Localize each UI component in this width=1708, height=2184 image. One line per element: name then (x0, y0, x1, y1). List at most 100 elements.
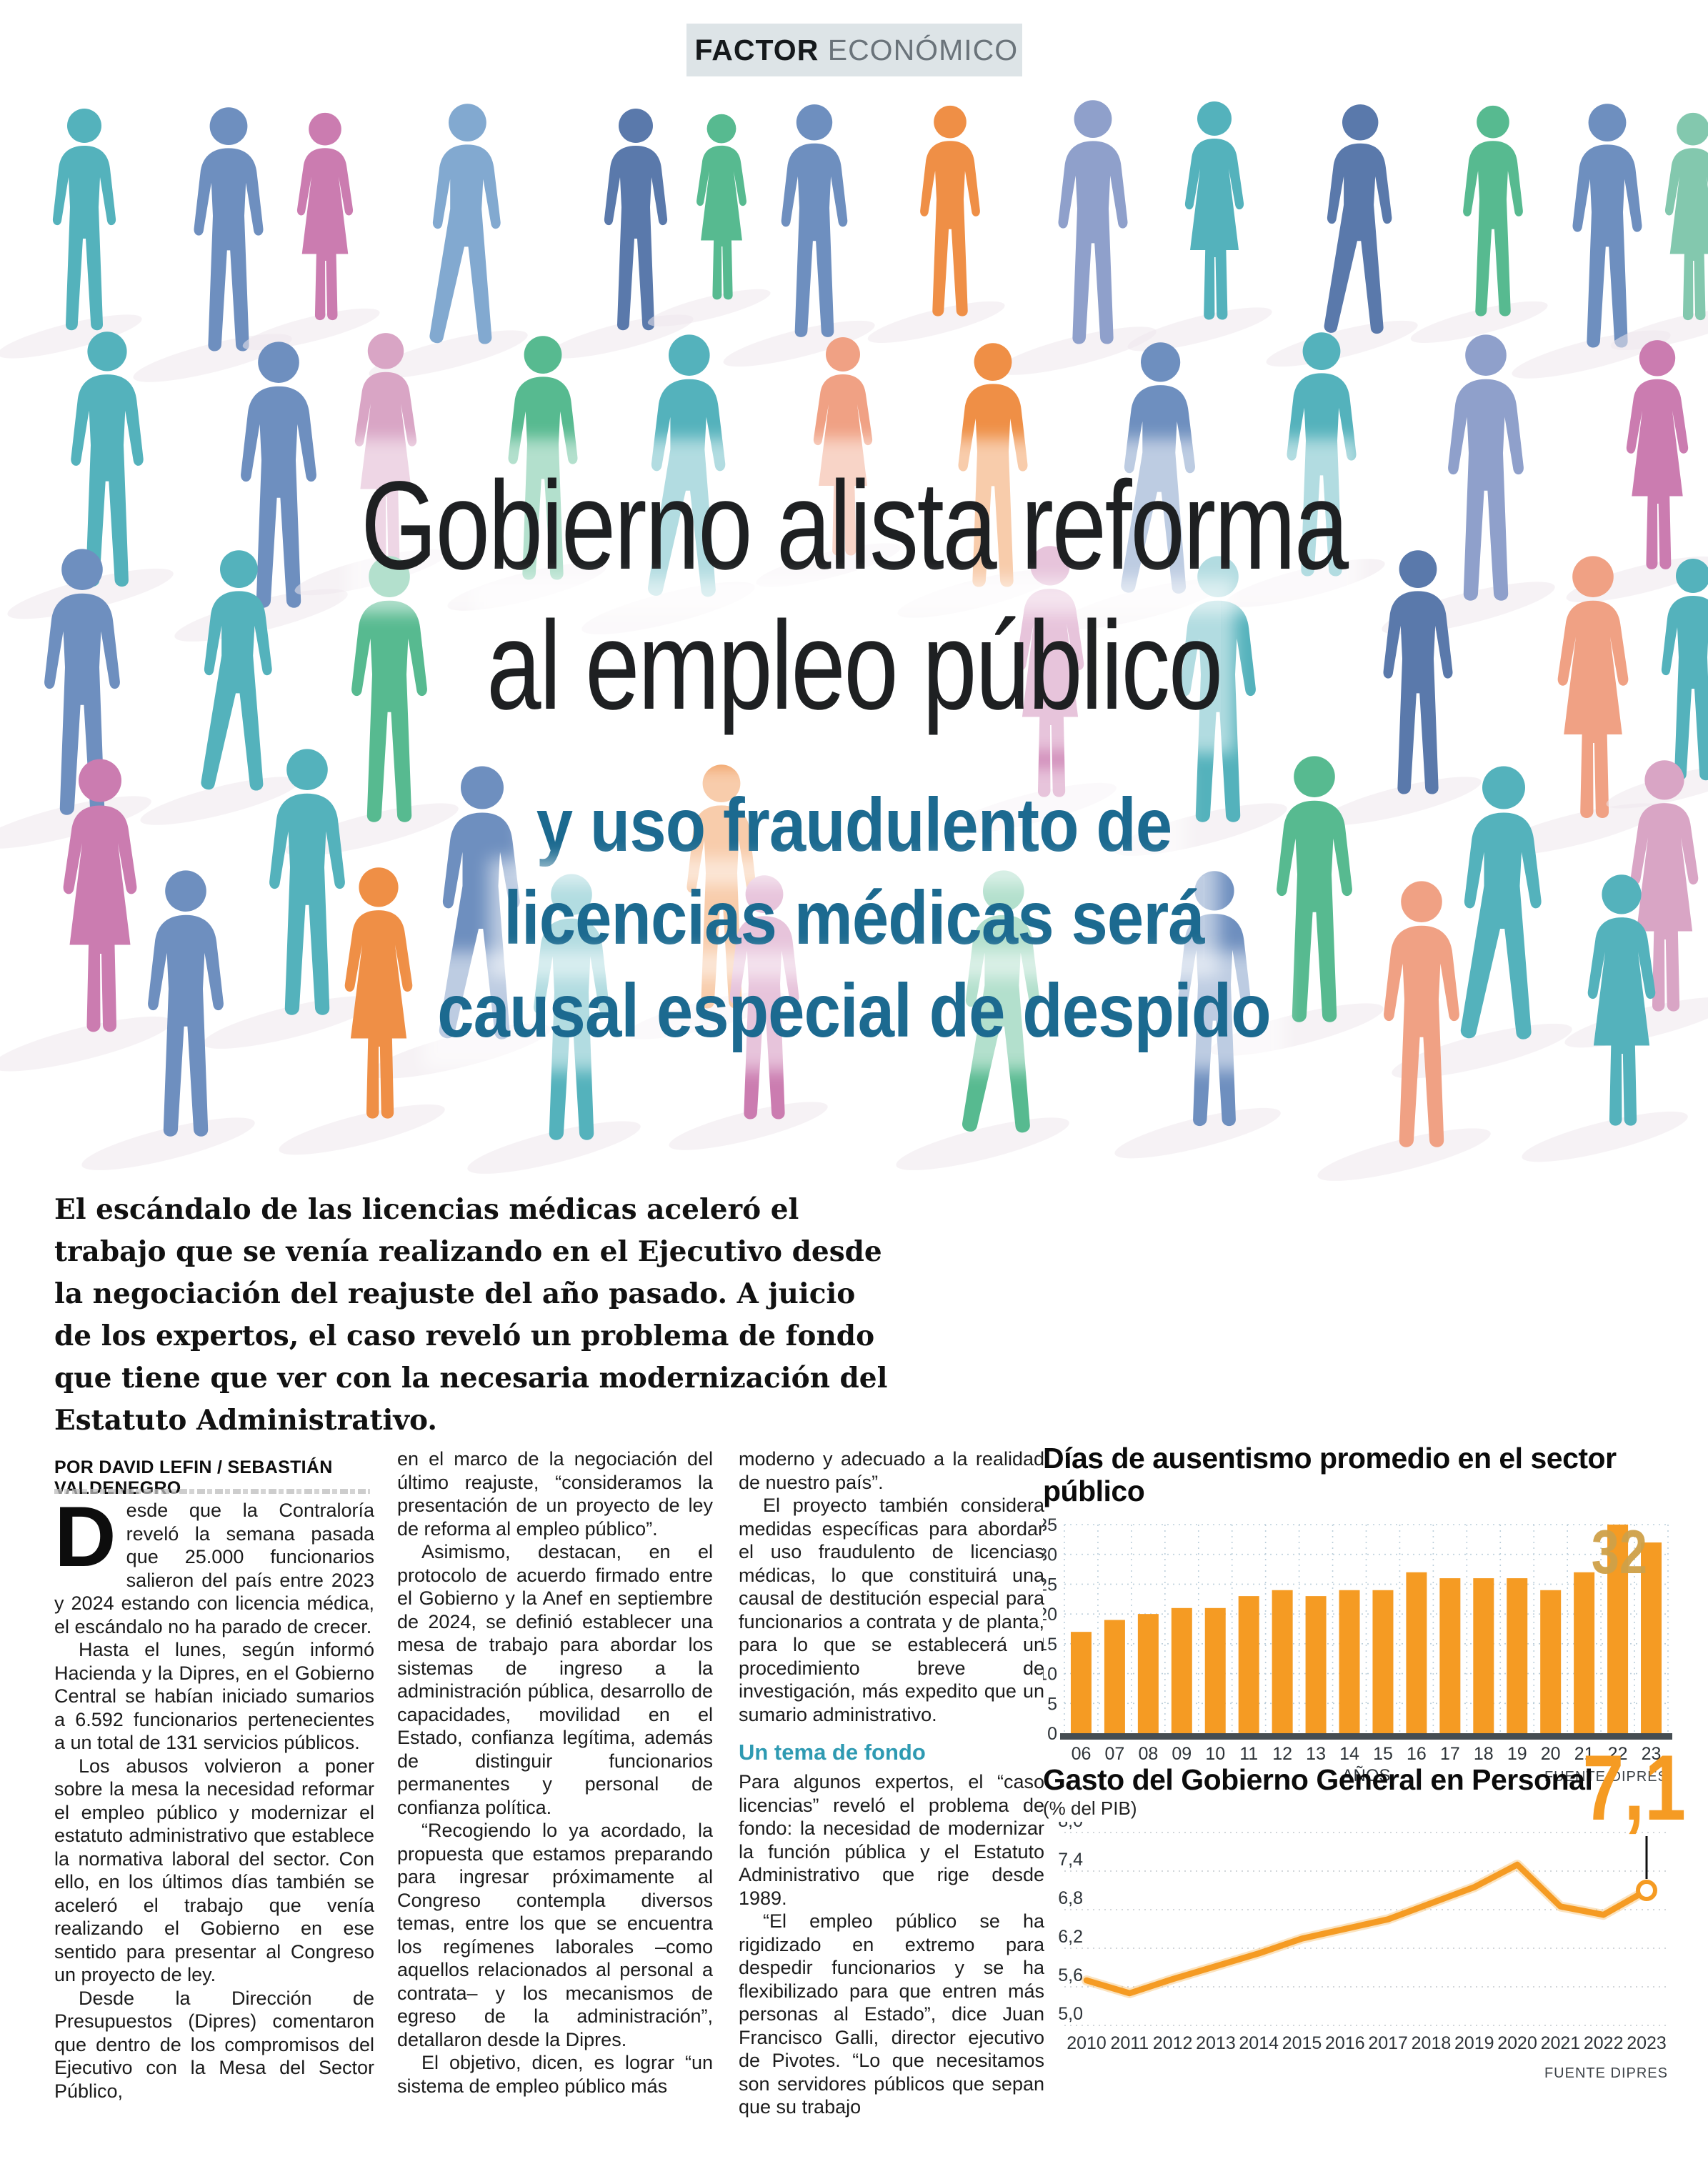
person-silhouette-icon (0, 759, 172, 1072)
headline-line-1: Gobierno alista reforma (188, 456, 1520, 596)
person-silhouette-icon (140, 550, 299, 825)
person-silhouette-icon (7, 331, 174, 619)
svg-text:2019: 2019 (1454, 2033, 1494, 2053)
svg-text:FUENTE DIPRES: FUENTE DIPRES (1544, 2065, 1668, 2081)
person-silhouette-icon (242, 112, 380, 351)
headline-line-2: al empleo público (188, 596, 1520, 736)
svg-text:2015: 2015 (1282, 2033, 1322, 2053)
person-silhouette-icon (549, 109, 694, 359)
paragraph: Hasta el lunes, según informó Hacienda y… (54, 1639, 374, 1753)
person-silhouette-icon (0, 109, 142, 359)
paragraph: El proyecto también considera medidas es… (739, 1495, 1044, 1725)
personnel-spending-line-chart: Gasto del Gobierno General en Personal (… (1043, 1763, 1686, 2108)
person-silhouette-icon (896, 870, 1069, 1170)
svg-text:18: 18 (1474, 1744, 1494, 1764)
svg-text:2010: 2010 (1067, 2033, 1107, 2053)
svg-text:20: 20 (1043, 1605, 1057, 1625)
paragraph-text: esde que la Contraloría reveló la semana… (54, 1500, 374, 1637)
svg-text:2014: 2014 (1239, 2033, 1279, 2053)
person-silhouette-icon (369, 104, 528, 379)
svg-text:2017: 2017 (1368, 2033, 1408, 2053)
svg-text:2023: 2023 (1627, 2033, 1667, 2053)
person-silhouette-icon (1610, 112, 1708, 351)
svg-text:0: 0 (1047, 1724, 1057, 1744)
svg-text:13: 13 (1306, 1744, 1326, 1764)
svg-text:2021: 2021 (1541, 2033, 1581, 2053)
svg-text:2022: 2022 (1584, 2033, 1624, 2053)
svg-text:10: 10 (1043, 1665, 1057, 1685)
subheadline-text-1: y uso fraudulento de (536, 783, 1172, 867)
line-chart-subtitle: (% del PIB) (1043, 1797, 1137, 1819)
crowd-illustration (0, 100, 1708, 1181)
bar-chart-plot: 0 5 10 15 20 25 30 35 06 07 08 09 10 11 12 13 14 15 16 17 18… (1043, 1515, 1672, 1785)
person-silhouette-icon (1114, 871, 1281, 1159)
svg-text:23: 23 (1642, 1744, 1662, 1764)
paragraph: Asimismo, destacan, en el protocolo de a… (397, 1541, 713, 1818)
svg-text:32: 32 (1592, 1517, 1647, 1586)
person-silhouette-icon (279, 867, 445, 1155)
svg-text:5: 5 (1047, 1694, 1057, 1714)
svg-text:2016: 2016 (1325, 2033, 1365, 2053)
headline-text-1: Gobierno alista reforma (361, 456, 1349, 596)
person-silhouette-icon (1127, 101, 1272, 351)
line-chart-plot: 8,07,46,86,25,65,02010201120122013201420… (1058, 1822, 1668, 2081)
svg-text:15: 15 (1043, 1635, 1057, 1655)
svg-text:11: 11 (1239, 1744, 1258, 1764)
svg-text:2011: 2011 (1110, 2033, 1149, 2053)
svg-text:15: 15 (1373, 1744, 1393, 1764)
svg-text:2012: 2012 (1153, 2033, 1193, 2053)
article-column-3: moderno y adecuado a la realidad de nues… (739, 1447, 1044, 2119)
svg-text:06: 06 (1072, 1744, 1092, 1764)
subheadline-line-1: y uso fraudulento de (111, 779, 1597, 872)
person-silhouette-icon (1317, 881, 1491, 1181)
svg-text:8,0: 8,0 (1058, 1822, 1083, 1831)
subheadline-line-3: causal especial de despido (111, 964, 1597, 1057)
person-silhouette-icon (467, 874, 641, 1174)
line-chart-title: Gasto del Gobierno General en Personal (1043, 1763, 1593, 1796)
headline-text-2: al empleo público (486, 596, 1223, 736)
lede-paragraph: El escándalo de las licencias médicas ac… (54, 1193, 888, 1437)
svg-text:AÑOS: AÑOS (1342, 1766, 1390, 1785)
person-silhouette-icon (1322, 550, 1482, 825)
svg-text:19: 19 (1507, 1744, 1527, 1764)
svg-text:22: 22 (1608, 1744, 1628, 1764)
svg-text:35: 35 (1043, 1515, 1057, 1535)
byline: POR DAVID LEFIN / SEBASTIÁN VALDENEGRO (54, 1457, 333, 1498)
line-chart-callout-value: 7,1 (1582, 1735, 1686, 1840)
svg-text:14: 14 (1339, 1744, 1359, 1764)
paragraph: Desde la Dirección de Presupuestos (Dipr… (54, 1987, 374, 2102)
svg-text:6,2: 6,2 (1058, 1927, 1083, 1947)
byline-credit-microtext (54, 1489, 370, 1494)
paragraph: en el marco de la negociación del último… (397, 1448, 713, 1540)
person-silhouette-icon (723, 104, 875, 367)
svg-text:FUENTE DIPRES: FUENTE DIPRES (1544, 1769, 1668, 1785)
section-tag-text: FACTOR ECONÓMICO (695, 34, 1019, 67)
person-silhouette-icon (867, 105, 1005, 344)
svg-text:30: 30 (1043, 1545, 1057, 1565)
svg-text:6,8: 6,8 (1058, 1888, 1083, 1908)
paragraph: El objetivo, dicen, es lograr “un sistem… (397, 2052, 713, 2097)
section-tag-bold: FACTOR (694, 33, 819, 66)
svg-text:2013: 2013 (1196, 2033, 1236, 2053)
paragraph: “El empleo público se ha rigidizado en e… (739, 1910, 1044, 2118)
svg-text:08: 08 (1138, 1744, 1158, 1764)
paragraph: moderno y adecuado a la realidad de nues… (739, 1448, 1044, 1493)
paragraph: Los abusos volvieron a poner sobre la me… (54, 1755, 374, 1986)
bar-chart-title: Días de ausentismo promedio en el sector… (1043, 1442, 1617, 1507)
svg-text:7,4: 7,4 (1058, 1850, 1083, 1870)
person-silhouette-icon (203, 749, 376, 1049)
absenteeism-bar-chart: Días de ausentismo promedio en el sector… (1043, 1442, 1686, 1785)
subheadline-line-2: licencias médicas será (111, 872, 1597, 964)
section-subhead: Un tema de fondo (739, 1740, 926, 1765)
svg-text:25: 25 (1043, 1575, 1057, 1595)
svg-text:12: 12 (1272, 1744, 1292, 1764)
section-tag: FACTOR ECONÓMICO (686, 24, 1022, 76)
svg-text:2020: 2020 (1497, 2033, 1537, 2053)
section-tag-regular: ECONÓMICO (827, 33, 1019, 66)
paragraph: “Recogiendo lo ya acordado, la propuesta… (397, 1820, 713, 2050)
svg-text:21: 21 (1574, 1744, 1594, 1764)
svg-text:5,0: 5,0 (1058, 2004, 1083, 2024)
